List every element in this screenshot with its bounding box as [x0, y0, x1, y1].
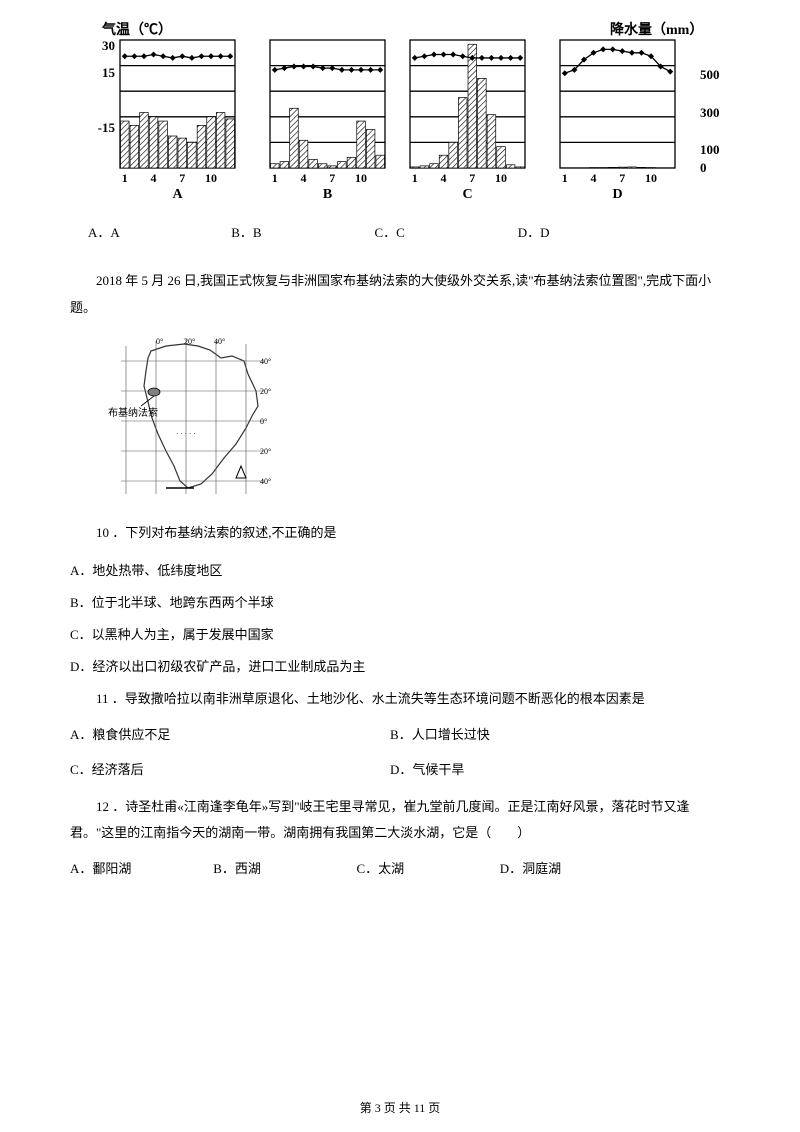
svg-text:20°: 20°: [184, 337, 195, 346]
svg-text:40°: 40°: [260, 357, 271, 366]
opt-a: A．A: [88, 222, 228, 241]
q11-a: A．粮食供应不足: [70, 724, 387, 743]
q12-stem: 12 ．诗圣杜甫«江南逢李龟年»写到"岐王宅里寻常见，崔九堂前几度闻。正是江南好…: [70, 794, 730, 846]
q11-stem: 11 ．导致撒哈拉以南非洲草原退化、土地沙化、水土流失等生态环境问题不断恶化的根…: [70, 686, 730, 712]
svg-text:7: 7: [619, 171, 625, 185]
precip-axis-title: 降水量（mm）: [610, 21, 703, 38]
svg-text:B: B: [323, 187, 332, 202]
opt-d: D．D: [518, 222, 658, 241]
svg-text:20°: 20°: [260, 447, 271, 456]
q11-opts-row2: C．经济落后 D．气候干旱: [70, 759, 730, 778]
q10-c: C．以黑种人为主，属于发展中国家: [70, 622, 730, 648]
q12-a: A．鄱阳湖: [70, 858, 210, 877]
svg-text:A: A: [172, 187, 183, 202]
svg-text:10: 10: [495, 171, 507, 185]
q12-options: A．鄱阳湖 B．西湖 C．太湖 D．洞庭湖: [70, 858, 730, 877]
precip-tick-1: 300: [700, 105, 720, 120]
opt-c: C．C: [375, 222, 515, 241]
chart-panel: 气温（℃） 降水量（mm） 30 15 -15 500 300 100 0 1 4…: [70, 20, 730, 200]
q11-c: C．经济落后: [70, 759, 387, 778]
temp-tick-2: -15: [98, 120, 116, 135]
africa-map: 0° 20° 40° 40° 20° 0° 20° 40° 布基纳法索 ·····: [106, 336, 730, 500]
q11-d: D．气候干旱: [390, 759, 707, 778]
svg-text:D: D: [612, 187, 622, 202]
svg-text:7: 7: [469, 171, 475, 185]
svg-text:4: 4: [301, 171, 307, 185]
precip-tick-3: 0: [700, 160, 707, 175]
svg-text:10: 10: [355, 171, 367, 185]
svg-text:7: 7: [179, 171, 185, 185]
temp-axis-title: 气温（℃）: [101, 21, 172, 38]
q11-opts-row1: A．粮食供应不足 B．人口增长过快: [70, 724, 730, 743]
svg-text:10: 10: [645, 171, 657, 185]
q12-b: B．西湖: [213, 858, 353, 877]
map-caption: 布基纳法索: [108, 406, 158, 419]
svg-text:40°: 40°: [260, 477, 271, 486]
temp-tick-1: 15: [102, 65, 116, 80]
svg-text:4: 4: [591, 171, 597, 185]
svg-text:C: C: [462, 187, 472, 202]
svg-text:1: 1: [272, 171, 278, 185]
precip-tick-0: 500: [700, 67, 720, 82]
svg-text:10: 10: [205, 171, 217, 185]
svg-text:1: 1: [562, 171, 568, 185]
svg-text:0°: 0°: [260, 417, 267, 426]
page-footer: 第 3 页 共 11 页: [0, 1099, 800, 1116]
svg-text:0°: 0°: [156, 337, 163, 346]
opt-b: B．B: [231, 222, 371, 241]
svg-text:7: 7: [329, 171, 335, 185]
q10-a: A．地处热带、低纬度地区: [70, 558, 730, 584]
svg-text:4: 4: [151, 171, 157, 185]
svg-text:1: 1: [122, 171, 128, 185]
q10-b: B．位于北半球、地跨东西两个半球: [70, 590, 730, 616]
intro-paragraph: 2018 年 5 月 26 日,我国正式恢复与非洲国家布基纳法索的大使级外交关系…: [70, 267, 730, 322]
temp-tick-0: 30: [102, 38, 115, 53]
precip-tick-2: 100: [700, 142, 720, 157]
svg-text:40°: 40°: [214, 337, 225, 346]
svg-text:·····: ·····: [176, 430, 198, 438]
q11-b: B．人口增长过快: [390, 724, 707, 743]
svg-text:20°: 20°: [260, 387, 271, 396]
q10-d: D．经济以出口初级农矿产品，进口工业制成品为主: [70, 654, 730, 680]
svg-text:4: 4: [441, 171, 447, 185]
svg-text:1: 1: [412, 171, 418, 185]
q10-stem: 10 ．下列对布基纳法索的叙述,不正确的是: [70, 520, 730, 546]
q12-c: C．太湖: [357, 858, 497, 877]
answer-row-charts: A．A B．B C．C D．D: [88, 222, 730, 241]
q12-d: D．洞庭湖: [500, 858, 640, 877]
